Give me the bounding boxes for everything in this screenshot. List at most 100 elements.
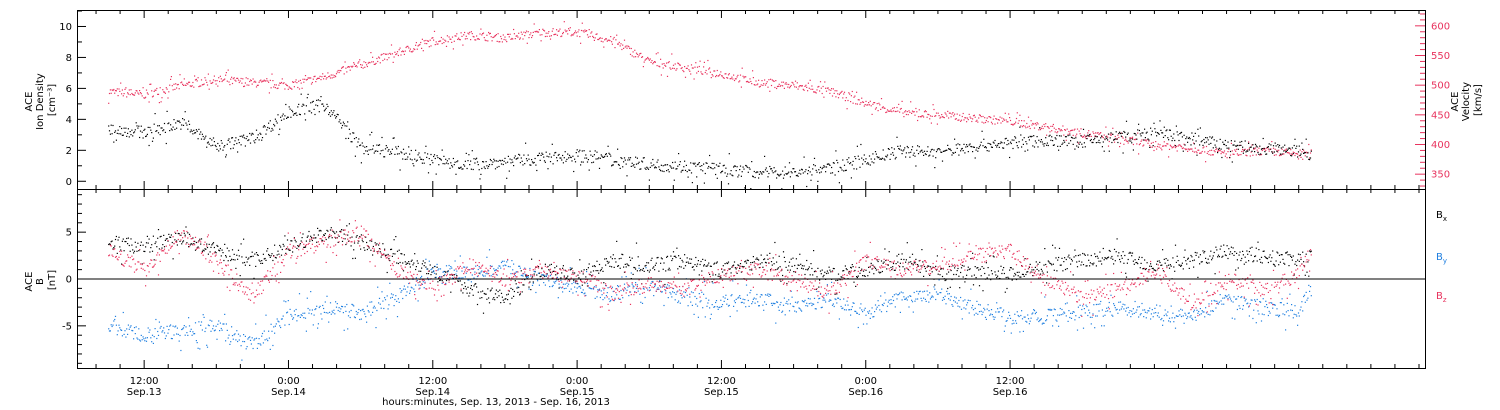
data-point — [133, 94, 135, 96]
data-point — [238, 81, 240, 84]
data-point — [174, 128, 176, 130]
data-point — [340, 308, 342, 310]
data-point — [1200, 152, 1202, 154]
data-point — [439, 157, 441, 160]
data-point — [390, 248, 392, 251]
data-point — [170, 78, 172, 80]
data-point — [1175, 145, 1177, 148]
data-point — [420, 41, 422, 44]
data-point — [468, 33, 470, 35]
data-point — [335, 301, 337, 303]
data-point — [401, 51, 403, 53]
data-point — [236, 254, 238, 256]
data-point — [741, 67, 743, 69]
data-point — [1173, 266, 1175, 268]
data-point — [549, 35, 551, 37]
data-point — [391, 148, 393, 150]
data-point — [577, 31, 579, 33]
data-point — [1076, 266, 1079, 268]
data-point — [1013, 275, 1015, 277]
data-point — [1203, 252, 1205, 254]
data-point — [470, 285, 472, 287]
data-point — [747, 171, 749, 173]
data-point — [231, 249, 234, 251]
data-point — [546, 274, 548, 276]
data-point — [677, 62, 679, 64]
data-point — [538, 152, 540, 154]
data-point — [1255, 247, 1257, 249]
data-point — [479, 178, 481, 180]
data-point — [660, 286, 662, 288]
data-point — [906, 111, 908, 113]
data-point — [319, 75, 321, 77]
data-point — [884, 159, 886, 161]
data-point — [968, 144, 970, 146]
data-point — [611, 266, 613, 268]
data-point — [225, 74, 227, 76]
data-point — [1292, 153, 1294, 155]
data-point — [935, 112, 938, 114]
data-point — [819, 279, 821, 281]
data-point — [372, 61, 374, 63]
data-point — [696, 305, 699, 307]
data-point — [390, 248, 393, 250]
data-point — [353, 138, 356, 140]
data-point — [361, 64, 363, 66]
data-point — [169, 84, 171, 86]
data-point — [1254, 143, 1257, 145]
data-point — [374, 307, 376, 309]
data-point — [222, 149, 224, 151]
data-point — [631, 283, 633, 285]
data-point — [573, 281, 575, 283]
data-point — [274, 332, 276, 334]
data-point — [807, 173, 809, 175]
data-point — [557, 279, 559, 281]
data-point — [381, 53, 383, 55]
data-point — [1285, 151, 1287, 153]
data-point — [380, 150, 382, 152]
data-point — [494, 168, 497, 170]
data-point — [123, 333, 125, 335]
data-point — [531, 276, 534, 278]
data-point — [1143, 139, 1145, 141]
data-point — [1147, 142, 1149, 144]
data-point — [1241, 140, 1243, 143]
data-point — [1082, 252, 1084, 255]
data-point — [963, 265, 965, 267]
data-point — [969, 268, 971, 270]
data-point — [562, 31, 564, 34]
data-point — [659, 280, 661, 282]
data-point — [627, 45, 629, 47]
data-point — [344, 61, 346, 63]
data-point — [318, 77, 320, 79]
data-point — [325, 238, 327, 241]
data-point — [925, 111, 927, 113]
data-point — [1192, 139, 1194, 141]
data-point — [500, 38, 503, 40]
data-point — [675, 69, 677, 71]
data-point — [1276, 149, 1278, 151]
data-point — [161, 127, 163, 129]
data-point — [1273, 264, 1275, 266]
data-point — [226, 143, 228, 145]
data-point — [590, 154, 592, 156]
data-point — [319, 100, 321, 102]
data-point — [713, 70, 715, 72]
data-point — [444, 273, 446, 275]
data-point — [207, 141, 209, 143]
data-point — [355, 137, 357, 139]
data-point — [970, 117, 972, 119]
data-point — [1047, 260, 1049, 262]
data-point — [445, 162, 448, 164]
data-point — [346, 71, 348, 73]
data-point — [304, 246, 307, 248]
data-point — [1248, 142, 1250, 144]
data-point — [891, 147, 893, 149]
data-point — [710, 265, 712, 267]
data-point — [310, 112, 313, 114]
data-point — [248, 337, 250, 339]
data-point — [374, 63, 376, 65]
data-point — [1263, 147, 1265, 149]
data-point — [167, 97, 169, 99]
data-point — [341, 124, 344, 127]
